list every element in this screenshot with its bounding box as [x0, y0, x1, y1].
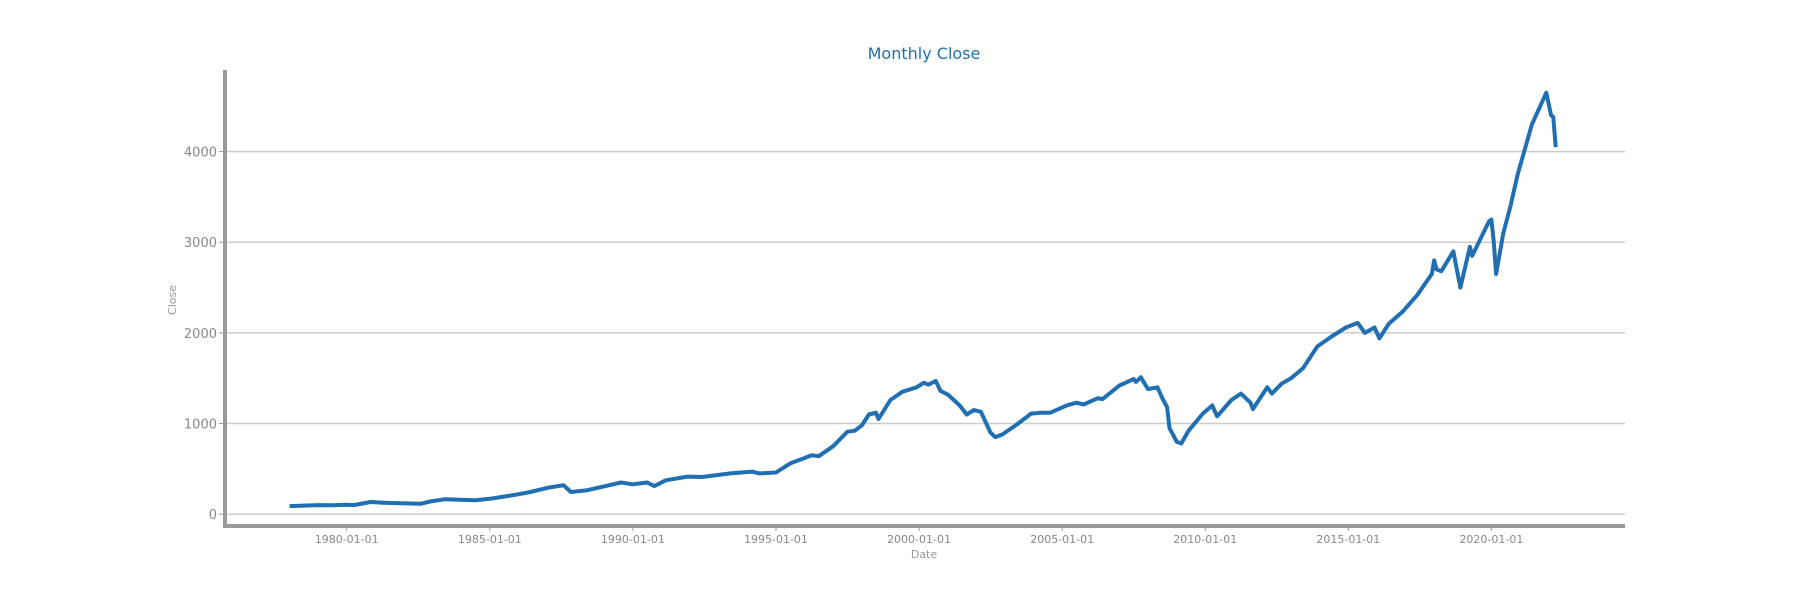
axes [223, 70, 1625, 528]
x-tick-label: 2005-01-01 [1030, 533, 1094, 546]
y-ticks: 0 1000 2000 3000 4000 [184, 146, 225, 523]
y-tick-label: 4000 [184, 146, 217, 161]
x-tick-label: 2010-01-01 [1173, 533, 1237, 546]
x-tick-label: 2015-01-01 [1316, 533, 1380, 546]
x-tick-label: 2020-01-01 [1459, 533, 1523, 546]
series-line [289, 90, 1558, 509]
y-tick-label: 1000 [184, 418, 217, 433]
y-axis-label: Close [166, 285, 179, 315]
x-ticks: 1980-01-01 1985-01-01 1990-01-01 1995-01-01… [315, 526, 1523, 546]
x-tick-label: 2000-01-01 [887, 533, 951, 546]
gridlines [225, 150, 1625, 515]
x-tick-label: 1985-01-01 [458, 533, 522, 546]
x-tick-label: 1995-01-01 [744, 533, 808, 546]
series-layer [289, 90, 1558, 509]
x-tick-label: 1990-01-01 [601, 533, 665, 546]
y-tick-label: 0 [209, 508, 217, 523]
x-tick-label: 1980-01-01 [315, 533, 379, 546]
y-tick-label: 2000 [184, 327, 217, 342]
y-tick-label: 3000 [184, 236, 217, 251]
x-axis-label: Date [911, 548, 938, 561]
chart-title: Monthly Close [868, 44, 981, 63]
